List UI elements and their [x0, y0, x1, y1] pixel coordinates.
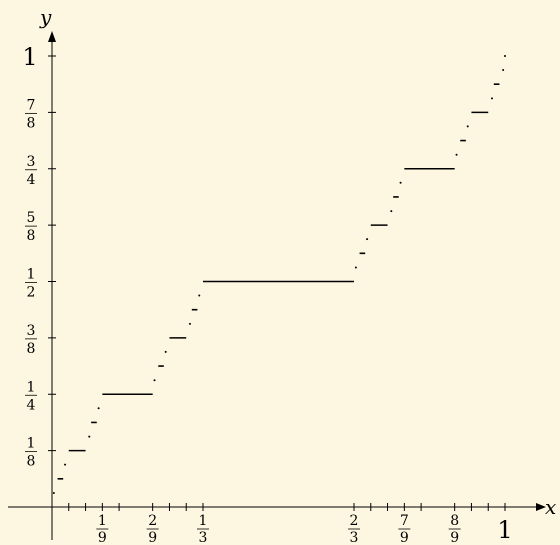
plateau-dot [490, 97, 493, 100]
plateau-dot [153, 379, 156, 382]
x-tick-label-numerator: 7 [400, 513, 409, 529]
plateau-dot [64, 463, 67, 466]
axes: x y [8, 5, 556, 540]
plateau-dot [504, 55, 506, 57]
y-tick-label-denominator: 8 [27, 228, 36, 244]
x-tick-label-denominator: 9 [98, 530, 107, 545]
y-tick-label-denominator: 4 [27, 397, 36, 413]
plateau-dot [455, 153, 458, 156]
plateau-dot [366, 238, 369, 241]
x-tick-label-denominator: 3 [199, 530, 208, 545]
plateau-dot [466, 125, 469, 128]
y-tick-label-numerator: 5 [27, 210, 36, 226]
y-tick-label-denominator: 2 [27, 285, 36, 301]
plateau-dot [164, 350, 167, 353]
plateau-dot [88, 435, 91, 438]
x-tick-label-denominator: 9 [400, 530, 409, 545]
y-tick-label-numerator: 1 [27, 267, 36, 283]
y-tick-label-denominator: 8 [27, 341, 36, 357]
x-axis-label: x [545, 495, 556, 519]
y-tick-label-numerator: 1 [27, 436, 36, 452]
x-tick-label-numerator: 1 [98, 513, 107, 529]
series [52, 55, 506, 495]
y-tick-label-numerator: 3 [27, 154, 36, 170]
y-tick-label-denominator: 8 [27, 115, 36, 131]
x-tick-label-denominator: 3 [350, 530, 359, 545]
y-tick-label-denominator: 4 [27, 172, 36, 188]
y-tick-label-numerator: 3 [27, 323, 36, 339]
x-tick-label-numerator: 2 [350, 513, 359, 529]
x-tick-label-numerator: 2 [148, 513, 157, 529]
x-tick-label: 1 [497, 516, 512, 544]
x-axis-arrow-icon [536, 503, 546, 511]
y-axis-label: y [39, 5, 52, 29]
y-tick-label: 1 [22, 43, 37, 71]
plateau-dot [198, 294, 201, 297]
plateau-dot [399, 181, 402, 184]
plateau-dot [188, 322, 191, 325]
x-tick-label-denominator: 9 [450, 530, 459, 545]
plateau-dot [354, 266, 357, 269]
x-tick-label-numerator: 8 [450, 513, 459, 529]
x-tick-label-numerator: 1 [199, 513, 208, 529]
x-tick-label-denominator: 9 [148, 530, 157, 545]
plateau-dot [502, 68, 505, 71]
y-tick-label-numerator: 1 [27, 379, 36, 395]
plateau-dot [97, 407, 100, 410]
plateau-dot [52, 492, 55, 495]
plateau-dot [390, 210, 393, 213]
y-tick-label-numerator: 7 [27, 97, 36, 113]
y-tick-label-denominator: 8 [27, 454, 36, 470]
y-axis-arrow-icon [48, 31, 56, 42]
